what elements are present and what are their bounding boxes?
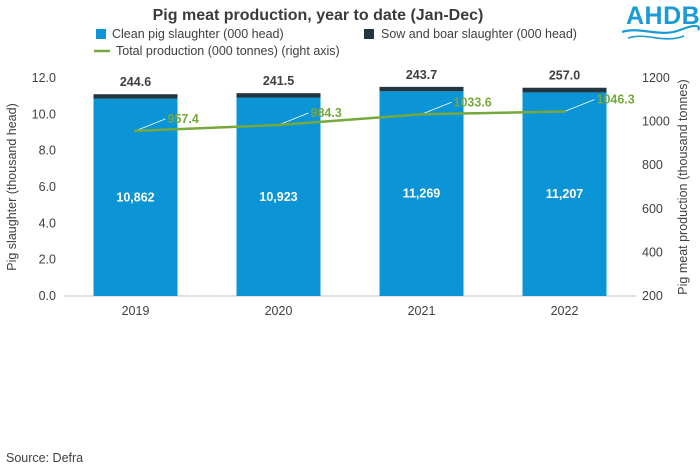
bar-value-label-sow-boar: 243.7 <box>406 68 437 82</box>
line-point-total-production <box>134 129 137 133</box>
bar-sow-boar-slaughter <box>379 86 464 92</box>
y2-tick-label: 400 <box>642 245 663 259</box>
bars <box>93 86 607 297</box>
legend-swatch-sow-boar <box>364 29 374 39</box>
bar-clean-pig-slaughter <box>236 97 321 297</box>
y-tick-label: 4.0 <box>39 216 56 230</box>
bar-value-label-sow-boar: 241.5 <box>263 74 294 88</box>
legend-swatch-clean-pig <box>96 29 106 39</box>
leader-line <box>278 112 309 126</box>
y-tick-label: 0.0 <box>39 289 56 303</box>
line-point-total-production <box>563 110 566 114</box>
y2-tick-label: 1200 <box>642 71 670 85</box>
bar-clean-pig-slaughter <box>379 91 464 296</box>
x-tick-label: 2022 <box>551 304 579 318</box>
bar-value-label-clean-pig: 11,207 <box>546 187 584 201</box>
y2-tick-label: 800 <box>642 158 663 172</box>
logo-wave-icon <box>621 24 700 34</box>
chart-title: Pig meat production, year to date (Jan-D… <box>153 7 484 24</box>
axes: 0.0 2.0 4.0 6.0 8.0 10.0 12.0 200 400 600 800 1000 1… <box>5 71 690 318</box>
line-value-label-total-production: 1033.6 <box>454 95 492 109</box>
y-tick-label: 8.0 <box>39 144 56 158</box>
bar-sow-boar-slaughter <box>236 93 321 98</box>
legend-label-total-production: Total production (000 tonnes) (right axi… <box>116 44 340 58</box>
y2-tick-label: 1000 <box>642 115 670 129</box>
leader-line <box>564 99 595 112</box>
y-tick-label: 2.0 <box>39 253 56 267</box>
bar-value-label-clean-pig: 10,862 <box>116 190 154 204</box>
line-point-total-production <box>277 123 280 127</box>
bar-value-label-clean-pig: 11,269 <box>403 187 441 201</box>
y2-axis-title: Pig meat production (thousand tonnes) <box>676 79 690 294</box>
total-production-line <box>134 110 566 133</box>
y-axis-title: Pig slaughter (thousand head) <box>5 103 19 270</box>
bar-sow-boar-slaughter <box>93 94 178 99</box>
y2-tick-label: 600 <box>642 202 663 216</box>
x-tick-label: 2019 <box>122 304 150 318</box>
line-value-label-total-production: 1046.3 <box>597 93 635 107</box>
legend-label-sow-boar: Sow and boar slaughter (000 head) <box>381 27 577 41</box>
y-tick-label: 10.0 <box>32 107 56 121</box>
bar-sow-boar-slaughter <box>522 87 607 93</box>
y-tick-label: 6.0 <box>39 180 56 194</box>
line-point-total-production <box>420 112 423 116</box>
source-note: Source: Defra <box>6 451 83 465</box>
y-tick-label: 12.0 <box>32 71 56 85</box>
x-tick-label: 2020 <box>265 304 293 318</box>
legend-label-clean-pig: Clean pig slaughter (000 head) <box>112 27 284 41</box>
logo-text: AHDB <box>626 2 700 30</box>
legend: Clean pig slaughter (000 head) Sow and bo… <box>94 27 577 58</box>
line-total-production <box>135 110 565 133</box>
logo-wave-icon <box>627 35 685 40</box>
x-tick-label: 2021 <box>408 304 436 318</box>
data-labels: 10,862 244.6 10,923 241.5 11,269 243.7 11,207 2… <box>116 68 634 204</box>
leader-line <box>135 118 166 132</box>
y2-tick-label: 200 <box>642 289 663 303</box>
bar-clean-pig-slaughter <box>522 92 607 297</box>
bar-value-label-sow-boar: 257.0 <box>549 69 580 83</box>
ahdb-logo: AHDB <box>621 2 700 40</box>
line-value-label-total-production: 957.4 <box>168 112 199 126</box>
bar-value-label-sow-boar: 244.6 <box>120 75 151 89</box>
line-value-label-total-production: 984.3 <box>311 106 342 120</box>
bar-value-label-clean-pig: 10,923 <box>259 190 297 204</box>
leader-line <box>421 101 452 115</box>
label-leaders <box>135 99 595 132</box>
